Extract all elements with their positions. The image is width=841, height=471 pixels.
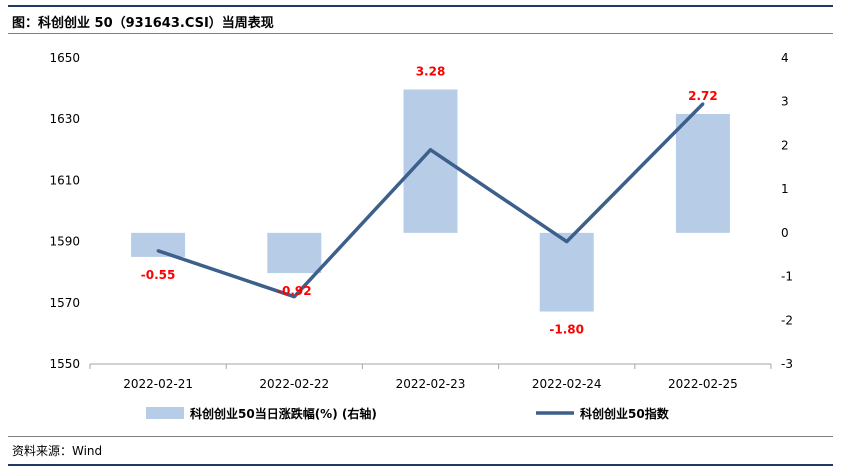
left-axis-tick-label: 1650 [49,51,80,65]
data-label-2022-02-23: 3.28 [416,64,446,78]
left-axis-tick-label: 1590 [49,235,80,249]
x-axis-category-label: 2022-02-24 [532,377,602,391]
bar-2022-02-25 [675,113,730,233]
bar-2022-02-21 [131,232,186,257]
data-label-2022-02-21: -0.55 [141,268,176,282]
source-note: 资料来源：Wind [12,444,103,458]
x-axis-category-label: 2022-02-22 [259,377,329,391]
right-axis-tick-label: 0 [781,226,789,240]
right-axis-tick-label: 3 [781,95,789,109]
bar-2022-02-24 [539,232,594,312]
left-axis-tick-label: 1550 [49,357,80,371]
left-axis-tick-label: 1570 [49,296,80,310]
data-label-2022-02-24: -1.80 [549,323,584,337]
left-axis-tick-label: 1610 [49,173,80,187]
legend-label-bar: 科创创业50当日涨跌幅(%) (右轴) [190,406,377,421]
chart-title: 图：科创创业 50（931643.CSI）当周表现 [12,16,274,31]
line-point-2022-02-21 [156,249,160,253]
legend-label-line: 科创创业50指数 [580,406,670,421]
data-label-2022-02-22: -0.92 [277,284,312,298]
source-divider [8,436,833,437]
title-divider [8,33,833,34]
chart-frame [8,5,833,466]
line-point-2022-02-22 [292,295,296,299]
right-axis-tick-label: 2 [781,138,789,152]
line-point-2022-02-24 [565,240,569,244]
x-axis-category-label: 2022-02-25 [668,377,738,391]
right-axis-tick-label: 1 [781,182,789,196]
x-axis-category-label: 2022-02-21 [123,377,193,391]
line-point-2022-02-23 [429,148,432,152]
data-label-2022-02-25: 2.72 [688,89,718,103]
line-point-2022-02-25 [701,102,705,106]
right-axis-tick-label: -2 [781,313,793,327]
x-axis-category-label: 2022-02-23 [396,377,466,391]
right-axis-tick-label: -1 [781,270,793,284]
right-axis-tick-label: -3 [781,357,793,371]
bar-2022-02-22 [267,232,322,274]
legend-swatch-bar [146,407,184,419]
right-axis-tick-label: 4 [781,51,789,65]
left-axis-tick-label: 1630 [49,112,80,126]
